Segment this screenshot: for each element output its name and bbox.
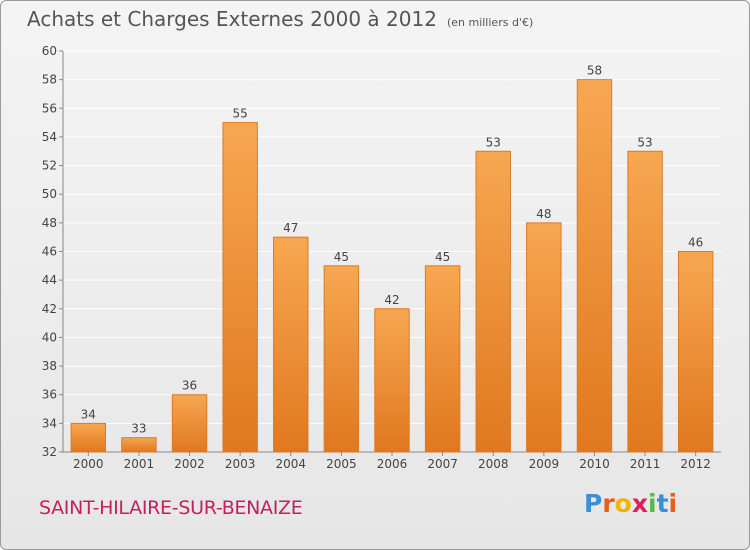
x-tick-label-2007: 2007	[427, 457, 458, 471]
y-tick-label: 52	[42, 159, 57, 173]
data-label-2005: 45	[334, 250, 349, 264]
proxiti-logo[interactable]: Proxiti	[584, 489, 677, 518]
bar-2006	[374, 308, 410, 453]
data-label-2007: 45	[435, 250, 450, 264]
data-label-2008: 53	[486, 135, 501, 149]
bar-2005	[323, 265, 360, 453]
logo-letter: x	[631, 489, 648, 518]
bar-2003	[222, 122, 258, 453]
city-name: SAINT-HILAIRE-SUR-BENAIZE	[39, 497, 303, 519]
data-label-2004: 47	[283, 221, 298, 235]
y-tick-label: 56	[42, 101, 57, 115]
bar-2000	[70, 422, 107, 453]
data-label-2009: 48	[536, 207, 551, 221]
data-label-2012: 46	[688, 236, 703, 250]
data-label-2003: 55	[233, 107, 248, 121]
data-label-2006: 42	[384, 293, 399, 307]
x-tick-label-2005: 2005	[326, 457, 357, 471]
y-tick-label: 40	[42, 330, 57, 344]
x-tick-label-2000: 2000	[73, 457, 104, 471]
data-label-2002: 36	[182, 379, 197, 393]
bar-2004	[273, 236, 309, 453]
y-tick-label: 36	[42, 388, 57, 402]
y-tick-label: 34	[42, 416, 57, 430]
x-tick-label-2003: 2003	[225, 457, 256, 471]
data-label-2010: 58	[587, 64, 602, 78]
bar-2001	[121, 437, 157, 453]
y-tick-label: 60	[42, 44, 57, 58]
y-tick-label: 58	[42, 73, 57, 87]
x-tick-label-2004: 2004	[275, 457, 306, 471]
logo-letter: P	[584, 489, 603, 518]
x-tick-label-2011: 2011	[630, 457, 661, 471]
y-tick-label: 46	[42, 245, 57, 259]
chart-title: Achats et Charges Externes 2000 à 2012 (e…	[27, 7, 533, 31]
x-tick-label-2006: 2006	[377, 457, 408, 471]
bar-2009	[526, 222, 562, 453]
bar-2012	[677, 251, 714, 453]
chart-title-text: Achats et Charges Externes 2000 à 2012	[27, 7, 437, 31]
bar-2010	[576, 79, 613, 453]
y-tick-label: 42	[42, 302, 57, 316]
chart-unit: (en milliers d'€)	[446, 16, 534, 29]
data-label-2000: 34	[81, 407, 96, 421]
x-tick-label-2010: 2010	[579, 457, 610, 471]
x-tick-label-2002: 2002	[174, 457, 205, 471]
x-tick-label-2008: 2008	[478, 457, 509, 471]
y-tick-label: 32	[42, 445, 57, 459]
bar-2011	[627, 150, 663, 453]
logo-letter: i	[648, 489, 657, 518]
y-tick-label: 54	[42, 130, 57, 144]
y-tick-label: 38	[42, 359, 57, 373]
x-tick-label-2009: 2009	[529, 457, 560, 471]
data-label-2011: 53	[637, 135, 652, 149]
logo-letter: r	[602, 489, 615, 518]
logo-letter: i	[668, 489, 678, 518]
bar-2007	[424, 265, 461, 453]
logo-letter: o	[614, 489, 632, 518]
y-tick-label: 50	[42, 187, 57, 201]
bar-2008	[475, 150, 511, 453]
x-tick-label-2001: 2001	[124, 457, 155, 471]
y-tick-label: 44	[42, 273, 57, 287]
bar-2002	[171, 394, 208, 453]
logo-letter: t	[656, 489, 669, 518]
y-tick-label: 48	[42, 216, 57, 230]
x-tick-label-2012: 2012	[680, 457, 711, 471]
data-label-2001: 33	[131, 422, 146, 436]
